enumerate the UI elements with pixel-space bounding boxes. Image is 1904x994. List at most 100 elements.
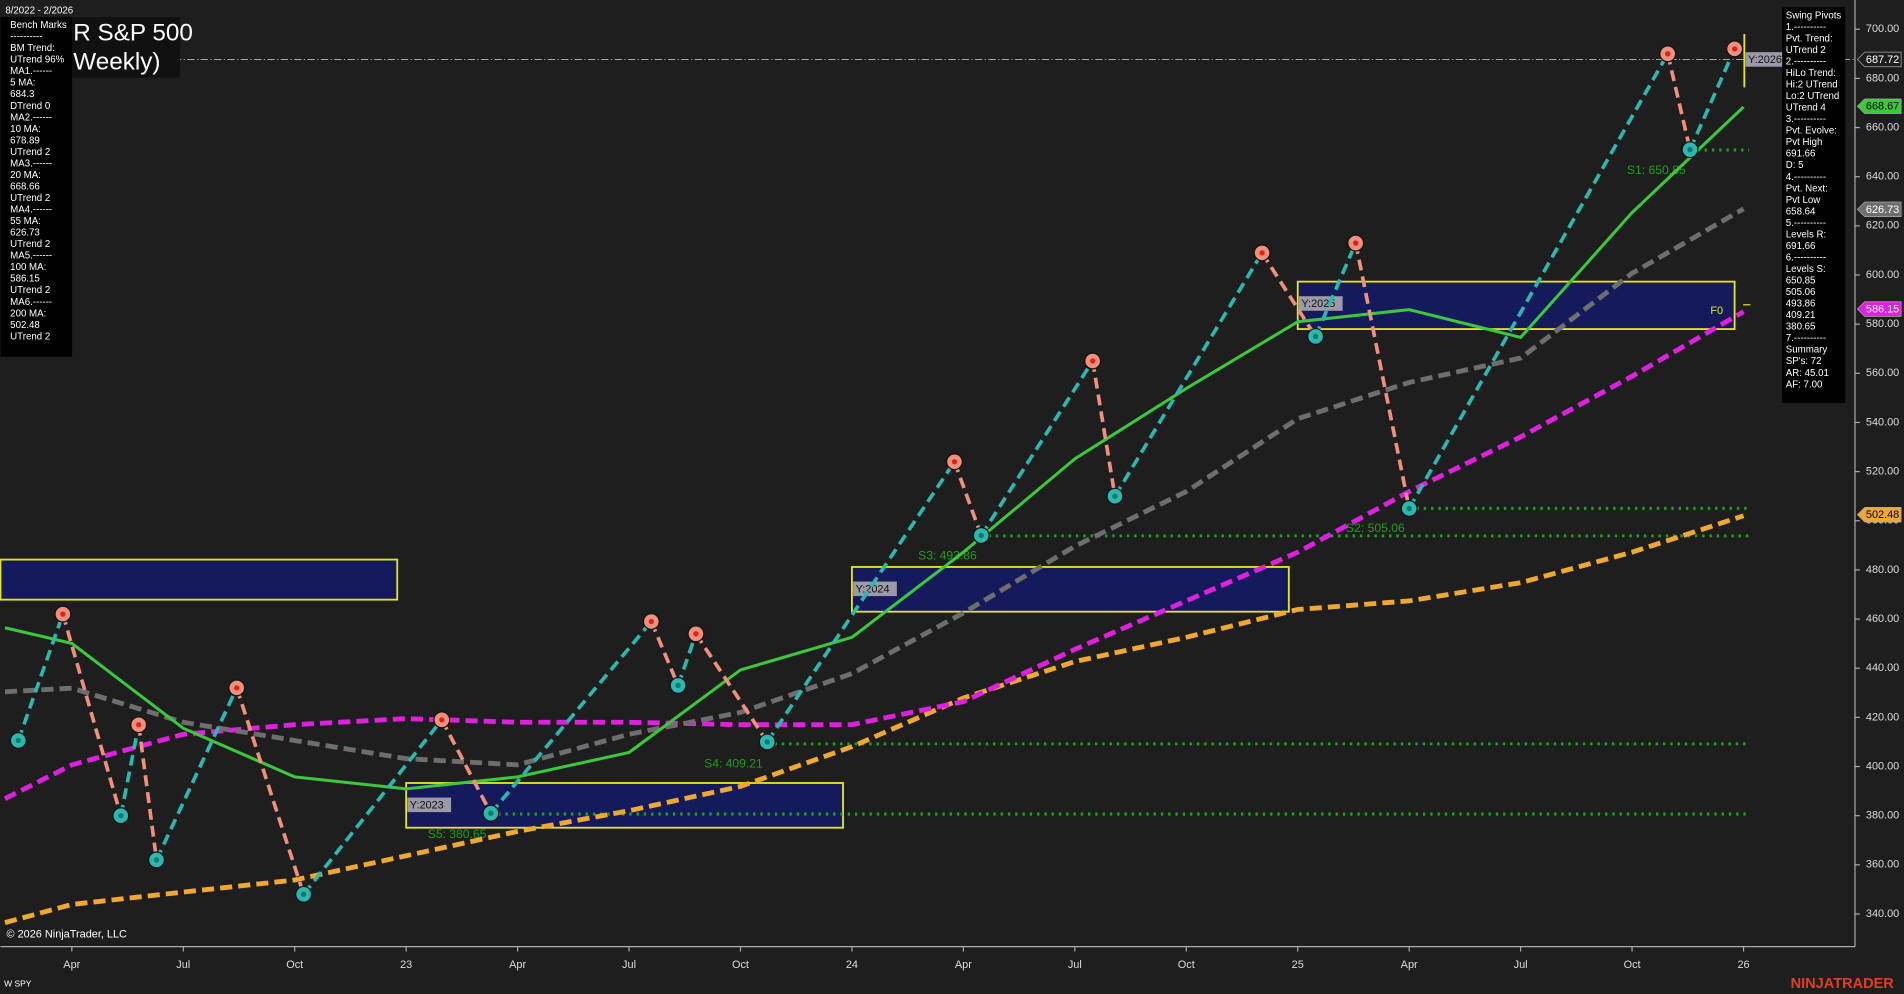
price-tag-label: 502.48 <box>1866 509 1899 521</box>
price-tag <box>1856 51 1902 68</box>
pivot-line: UTrend 4 <box>1786 103 1827 114</box>
instrument: W SPY <box>4 979 32 989</box>
pivot-line: 493.86 <box>1786 299 1816 310</box>
pivot-center <box>488 810 494 816</box>
chart-title: R S&P 500 <box>73 19 193 46</box>
x-tick-label: Apr <box>1401 959 1418 971</box>
bench-panel <box>0 16 73 357</box>
pivot-down-leg <box>694 632 769 743</box>
price-tag-label: 687.72 <box>1866 54 1899 66</box>
price-tag <box>1856 507 1902 523</box>
bench-line: MA2.------ <box>10 112 52 123</box>
bench-line: 678.89 <box>10 135 40 146</box>
pivot-line: 380.65 <box>1786 322 1816 333</box>
bench-line: UTrend 2 <box>10 285 50 296</box>
pivot-up-leg <box>154 687 239 861</box>
bench-line: DTrend 0 <box>10 101 51 112</box>
pivot-center <box>118 813 124 819</box>
x-tick-label: Apr <box>509 959 526 971</box>
pivot-line: Pvt. Evolve: <box>1786 126 1837 137</box>
bench-line: UTrend 96% <box>10 55 64 66</box>
x-tick-label: Oct <box>1178 959 1195 971</box>
bench-line: MA4.------ <box>10 205 52 216</box>
pivot-down-leg <box>235 687 306 895</box>
pivot-up-leg <box>1688 48 1737 151</box>
x-tick-label: 26 <box>1737 959 1749 971</box>
pivot-center <box>693 631 699 637</box>
pivot-down-leg <box>1090 360 1117 497</box>
pivot-center <box>1312 333 1319 340</box>
y-tick-label: 680.00 <box>1866 72 1899 84</box>
pivot-up-leg <box>119 724 141 817</box>
pivot-line: Levels R: <box>1786 229 1826 240</box>
moving-average <box>4 513 1745 925</box>
y-tick-label: 480.00 <box>1866 564 1899 576</box>
x-tick-label: Jul <box>176 959 190 971</box>
y-tick-label: 620.00 <box>1866 220 1899 232</box>
copyright: © 2026 NinjaTrader, LLC <box>7 928 128 940</box>
bench-line: 10 MA: <box>10 124 41 135</box>
y-tick-label: 360.00 <box>1866 859 1899 871</box>
pivot-down-leg <box>1353 242 1411 509</box>
bench-line: 20 MA: <box>10 170 41 181</box>
bench-line: MA6.------ <box>10 297 52 308</box>
pivot-line: 7.---------- <box>1786 333 1826 344</box>
y-tick-label: 600.00 <box>1866 269 1899 281</box>
pivot-center <box>300 891 307 897</box>
pivot-center <box>1406 505 1412 512</box>
pivot-line: 691.66 <box>1786 241 1816 252</box>
pivot-center <box>1112 493 1118 499</box>
current-label-bg <box>1745 52 1790 67</box>
pivot-line: Hi:2 UTrend <box>1786 80 1838 91</box>
y-tick-label: 540.00 <box>1866 416 1899 428</box>
bench-line: UTrend 2 <box>10 193 50 204</box>
price-tag <box>1856 98 1902 114</box>
support-label: S3: 493.86 <box>918 549 977 563</box>
pivot-down-leg <box>440 718 493 815</box>
pivot-center <box>951 459 958 465</box>
pivot-up-leg <box>1407 52 1670 510</box>
x-tick-label: Jul <box>1068 959 1082 971</box>
pivot-center <box>764 739 770 745</box>
y-tick-label: 640.00 <box>1866 171 1899 183</box>
pivot-line: 650.85 <box>1786 276 1816 287</box>
pivot-line: Pvt. Next: <box>1786 183 1828 194</box>
pivot-center <box>60 611 66 617</box>
support-label: S1: 650.85 <box>1627 163 1686 177</box>
pivot-line: 4.---------- <box>1786 172 1826 183</box>
y-tick-label: 660.00 <box>1866 121 1899 133</box>
y-tick-label: 400.00 <box>1866 760 1899 772</box>
pivot-line: AR: 45.01 <box>1786 368 1829 379</box>
pivot-line: 505.06 <box>1786 287 1816 298</box>
zone-label: Y:2025 <box>1301 298 1335 310</box>
y-tick-label: 460.00 <box>1866 613 1899 625</box>
y-tick-label: 700.00 <box>1866 23 1899 35</box>
bench-line: UTrend 2 <box>10 239 50 250</box>
moving-average <box>3 309 1745 801</box>
y-tick-label: 380.00 <box>1866 810 1899 822</box>
bench-line: MA5.------ <box>10 251 52 262</box>
x-tick-label: Oct <box>286 959 303 971</box>
chart-subtitle: Weekly) <box>73 49 160 76</box>
bench-line: BM Trend: <box>10 43 55 54</box>
pivot-line: SP's: 72 <box>1786 356 1822 367</box>
pivot-center <box>1687 146 1693 153</box>
bench-line: Bench Marks <box>10 20 67 31</box>
bench-line: 668.66 <box>10 181 40 192</box>
bench-line: UTrend 2 <box>10 331 50 342</box>
pivot-line: 1.---------- <box>1786 22 1826 33</box>
pivot-line: Pvt Low <box>1786 195 1821 206</box>
pivot-line: 691.66 <box>1786 149 1816 160</box>
pivot-line: D: 5 <box>1786 160 1804 171</box>
bench-line: MA3.------ <box>10 158 52 169</box>
pivot-up-leg <box>765 460 956 743</box>
x-tick-label: 24 <box>846 959 858 971</box>
x-tick-label: 23 <box>400 959 412 971</box>
bench-line: 684.3 <box>10 89 34 100</box>
y-tick-label: 440.00 <box>1866 662 1899 674</box>
x-tick-label: Apr <box>63 959 80 971</box>
price-tag-label: 586.15 <box>1866 304 1899 316</box>
pivot-center <box>136 722 142 728</box>
